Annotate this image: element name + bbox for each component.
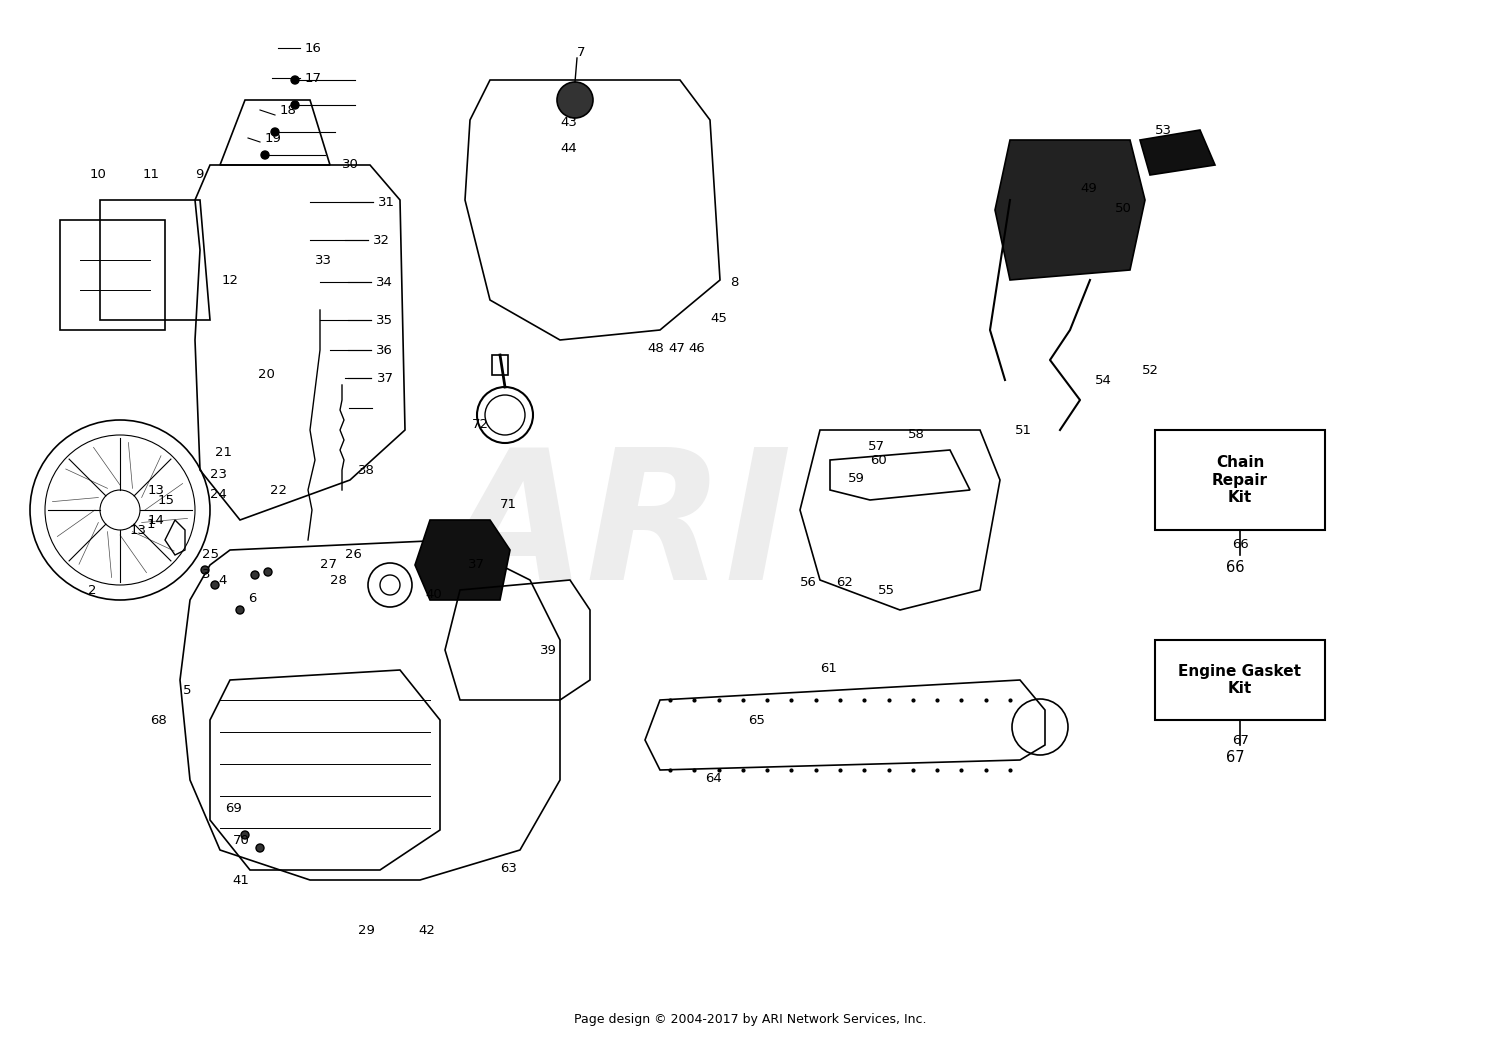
- Text: 11: 11: [142, 169, 160, 182]
- Text: 64: 64: [705, 772, 722, 785]
- Text: 65: 65: [748, 714, 765, 727]
- Text: 33: 33: [315, 253, 332, 266]
- Text: 55: 55: [878, 584, 896, 597]
- Text: 24: 24: [210, 489, 226, 502]
- Text: 49: 49: [1080, 182, 1096, 194]
- Text: 37: 37: [468, 559, 484, 571]
- Text: 7: 7: [578, 45, 585, 58]
- Bar: [1155, 640, 1324, 720]
- Text: 32: 32: [374, 233, 390, 246]
- Circle shape: [291, 76, 298, 84]
- Text: 40: 40: [424, 588, 441, 602]
- Circle shape: [556, 82, 592, 118]
- Text: 3: 3: [202, 568, 210, 582]
- Text: 47: 47: [668, 341, 686, 355]
- Bar: [1155, 430, 1324, 530]
- Text: 61: 61: [821, 661, 837, 675]
- Text: 8: 8: [730, 276, 738, 288]
- Circle shape: [261, 151, 268, 159]
- Circle shape: [242, 831, 249, 840]
- Text: 27: 27: [320, 559, 338, 571]
- Text: ARI: ARI: [447, 442, 794, 618]
- Circle shape: [291, 101, 298, 109]
- Text: 72: 72: [472, 418, 489, 432]
- Text: 25: 25: [202, 548, 219, 562]
- Text: 53: 53: [1155, 124, 1172, 136]
- Text: 22: 22: [270, 484, 286, 496]
- Text: 15: 15: [158, 493, 176, 507]
- Text: Chain
Repair
Kit: Chain Repair Kit: [1212, 455, 1268, 505]
- Circle shape: [264, 568, 272, 576]
- Polygon shape: [416, 520, 510, 600]
- Text: 5: 5: [183, 683, 192, 697]
- Text: 17: 17: [304, 72, 322, 84]
- Circle shape: [211, 581, 219, 589]
- Text: 19: 19: [266, 132, 282, 145]
- Text: 57: 57: [868, 440, 885, 453]
- Text: 41: 41: [232, 873, 249, 886]
- Text: 60: 60: [870, 453, 886, 467]
- Text: 67: 67: [1232, 734, 1250, 747]
- Text: 39: 39: [540, 643, 556, 657]
- Text: 54: 54: [1095, 374, 1112, 386]
- Text: 56: 56: [800, 576, 818, 588]
- Circle shape: [251, 571, 260, 579]
- Text: 4: 4: [217, 573, 226, 586]
- Circle shape: [272, 128, 279, 136]
- Text: 13: 13: [148, 484, 165, 496]
- Text: 14: 14: [148, 513, 165, 527]
- Text: 23: 23: [210, 469, 226, 482]
- Text: 13: 13: [130, 524, 147, 536]
- Text: 62: 62: [836, 576, 854, 588]
- Text: 68: 68: [150, 714, 166, 727]
- Text: 66: 66: [1226, 561, 1245, 576]
- Circle shape: [256, 844, 264, 852]
- Text: 50: 50: [1114, 202, 1132, 214]
- Text: 30: 30: [342, 158, 358, 171]
- Text: 31: 31: [378, 195, 394, 208]
- Text: 48: 48: [646, 341, 663, 355]
- Text: 70: 70: [232, 833, 250, 847]
- Text: 45: 45: [710, 312, 728, 324]
- Text: 38: 38: [358, 464, 375, 476]
- Text: 6: 6: [248, 591, 256, 604]
- Text: 10: 10: [90, 169, 106, 182]
- Text: 21: 21: [214, 447, 232, 459]
- Text: 44: 44: [560, 142, 576, 154]
- Text: 26: 26: [345, 548, 362, 562]
- Text: 52: 52: [1142, 363, 1160, 377]
- Text: 37: 37: [376, 372, 394, 384]
- Text: 16: 16: [304, 41, 322, 55]
- Text: 71: 71: [500, 498, 517, 511]
- Text: 51: 51: [1016, 423, 1032, 436]
- Text: 58: 58: [908, 429, 926, 441]
- Circle shape: [201, 566, 208, 574]
- Bar: [492, 355, 508, 375]
- Text: 63: 63: [500, 862, 517, 874]
- Text: 28: 28: [330, 573, 346, 586]
- Text: 18: 18: [280, 103, 297, 116]
- Text: 35: 35: [376, 314, 393, 326]
- Text: 34: 34: [376, 276, 393, 288]
- Text: 9: 9: [195, 169, 204, 182]
- Text: 42: 42: [419, 924, 435, 937]
- Text: 69: 69: [225, 802, 242, 814]
- Polygon shape: [1140, 130, 1215, 175]
- Text: 2: 2: [88, 584, 96, 597]
- Text: 20: 20: [258, 369, 274, 381]
- Text: 1: 1: [147, 518, 156, 531]
- Circle shape: [236, 606, 244, 614]
- Polygon shape: [994, 140, 1144, 280]
- Text: 43: 43: [560, 116, 578, 130]
- Text: 67: 67: [1226, 751, 1245, 766]
- Text: Engine Gasket
Kit: Engine Gasket Kit: [1179, 664, 1302, 696]
- Text: 12: 12: [222, 274, 238, 286]
- Text: 29: 29: [358, 924, 375, 937]
- Text: Page design © 2004-2017 by ARI Network Services, Inc.: Page design © 2004-2017 by ARI Network S…: [573, 1014, 926, 1026]
- Text: 36: 36: [376, 343, 393, 357]
- Text: 46: 46: [688, 341, 705, 355]
- Text: 59: 59: [847, 471, 865, 485]
- Text: 66: 66: [1232, 539, 1248, 551]
